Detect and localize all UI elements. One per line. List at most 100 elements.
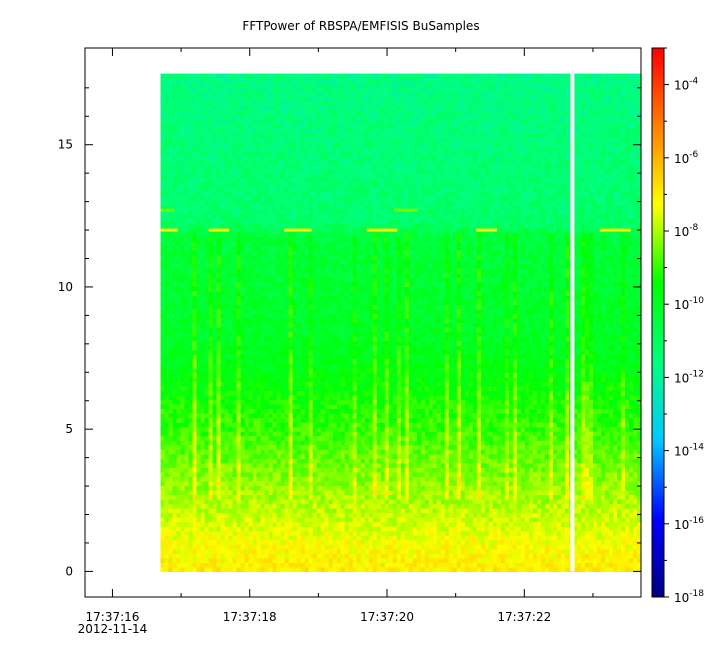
heatmap-cell [212,449,218,455]
heatmap-cell [184,340,190,346]
heatmap-cell [324,277,330,283]
heatmap-cell [284,431,290,437]
heatmap-cell [200,236,206,242]
heatmap-cell [248,476,254,482]
heatmap-cell [276,87,282,93]
heatmap-cell [284,141,290,147]
heatmap-cell [296,372,302,378]
heatmap-cell [168,394,174,401]
heatmap-cell [184,304,190,310]
heatmap-cell [328,250,334,256]
heatmap-cell [284,345,290,351]
heatmap-cell [324,544,330,550]
heatmap-cell [248,78,254,84]
heatmap-cell [164,286,170,292]
heatmap-cell [216,218,222,224]
heatmap-cell [328,327,334,333]
heatmap-cell [316,254,322,260]
heatmap-cell [324,471,330,477]
heatmap-cell [160,503,166,509]
heatmap-cell [228,73,234,79]
heatmap-cell [312,417,318,423]
heatmap-cell [288,173,294,179]
heatmap-cell [260,444,266,450]
heatmap-cell [272,268,278,274]
heatmap-cell [252,150,258,156]
heatmap-cell [324,213,330,220]
heatmap-cell [336,331,342,337]
heatmap-cell [236,413,242,419]
heatmap-cell [212,259,218,265]
heatmap-cell [304,218,310,224]
heatmap-cell [184,449,190,455]
heatmap-cell [300,304,306,310]
heatmap-cell [220,417,226,423]
heatmap-cell [252,512,258,518]
heatmap-cell [192,213,198,220]
heatmap-cell [264,304,270,310]
heatmap-cell [240,213,246,220]
heatmap-cell [340,485,346,491]
heatmap-cell [324,394,330,401]
heatmap-cell [188,123,194,129]
heatmap-cell [176,213,182,220]
heatmap-cell [260,313,266,319]
heatmap-cell [160,100,166,106]
heatmap-cell [244,557,250,563]
heatmap-cell [324,508,330,514]
heatmap-cell [336,109,342,115]
heatmap-cell [320,517,326,523]
heatmap-cell [248,345,254,351]
heatmap-cell [216,195,222,201]
heatmap-cell [296,363,302,369]
heatmap-cell [288,530,294,536]
heatmap-cell [276,277,282,283]
heatmap-cell [284,245,290,251]
heatmap-cell [200,308,206,315]
heatmap-cell [272,91,278,97]
heatmap-cell [244,245,250,251]
heatmap-cell [320,336,326,342]
heatmap-cell [316,566,322,572]
heatmap-cell [196,236,202,242]
heatmap-cell [192,155,198,161]
heatmap-cell [312,132,318,138]
heatmap-cell [264,78,270,84]
heatmap-cell [168,426,174,432]
heatmap-cell [180,73,186,79]
heatmap-cell [308,471,314,477]
heatmap-cell [204,313,210,319]
heatmap-cell [232,317,238,324]
heatmap-cell [324,566,330,572]
heatmap-cell [220,150,226,156]
heatmap-cell [236,485,242,491]
heatmap-cell [228,336,234,342]
heatmap-cell [256,385,262,391]
heatmap-cell [200,290,206,296]
heatmap-cell [248,431,254,437]
heatmap-cell [264,245,270,251]
heatmap-cell [188,327,194,333]
heatmap-cell [268,354,274,360]
heatmap-cell [168,372,174,378]
heatmap-cell [244,548,250,554]
heatmap-cell [320,358,326,364]
heatmap-cell [224,435,230,441]
heatmap-cell [244,467,250,473]
heatmap-cell [224,336,230,342]
heatmap-cell [188,535,194,541]
heatmap-cell [228,535,234,541]
heatmap-cell [316,100,322,106]
heatmap-cell [280,385,286,391]
heatmap-cell [220,73,226,79]
heatmap-cell [248,462,254,468]
heatmap-cell [172,254,178,260]
heatmap-cell [332,557,338,563]
heatmap-cell [224,177,230,183]
heatmap-cell [288,250,294,256]
heatmap-cell [216,263,222,269]
heatmap-cell [212,480,218,487]
heatmap-cell [216,272,222,278]
heatmap-cell [320,241,326,247]
heatmap-cell [176,539,182,545]
